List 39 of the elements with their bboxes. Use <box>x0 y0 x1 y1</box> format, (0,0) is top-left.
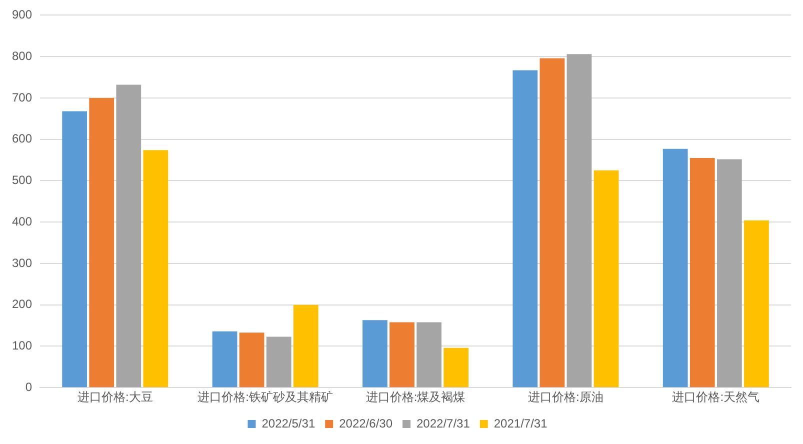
x-tick-label: 进口价格:天然气 <box>672 390 760 404</box>
legend-label: 2022/6/30 <box>339 416 393 430</box>
bar <box>116 84 142 388</box>
y-tick-label: 0 <box>25 380 32 394</box>
bar <box>62 111 88 388</box>
bar <box>416 322 442 388</box>
bar <box>540 58 565 388</box>
bar <box>566 54 592 388</box>
y-tick-label: 900 <box>12 8 32 22</box>
y-tick-label: 200 <box>12 297 32 312</box>
x-tick-label: 进口价格:大豆 <box>77 390 153 404</box>
y-tick-label: 700 <box>12 90 32 104</box>
x-tick-label: 进口价格:原油 <box>528 390 604 404</box>
legend-label: 2021/7/31 <box>494 416 548 430</box>
bar <box>266 336 292 388</box>
x-tick-label: 进口价格:铁矿砂及其精矿 <box>198 390 333 404</box>
bar <box>444 348 468 388</box>
bar <box>212 331 238 388</box>
bar <box>744 220 769 388</box>
bar <box>716 159 742 388</box>
y-tick-label: 500 <box>12 173 32 188</box>
bar <box>690 158 715 388</box>
bar <box>89 98 114 388</box>
y-tick-label: 400 <box>12 214 32 228</box>
bar <box>239 332 264 388</box>
y-tick-label: 300 <box>12 256 32 270</box>
bar <box>362 320 388 388</box>
bar <box>390 322 414 388</box>
y-tick-label: 800 <box>12 48 32 63</box>
y-tick-label: 100 <box>12 338 32 353</box>
bar <box>594 170 619 388</box>
bar <box>143 150 168 388</box>
legend-label: 2022/5/31 <box>262 416 316 430</box>
bar <box>662 148 688 388</box>
bar <box>293 304 318 388</box>
bar <box>512 70 538 388</box>
legend-label: 2022/7/31 <box>416 416 470 430</box>
x-tick-label: 进口价格:煤及褐煤 <box>366 390 466 404</box>
y-tick-label: 600 <box>12 132 32 146</box>
